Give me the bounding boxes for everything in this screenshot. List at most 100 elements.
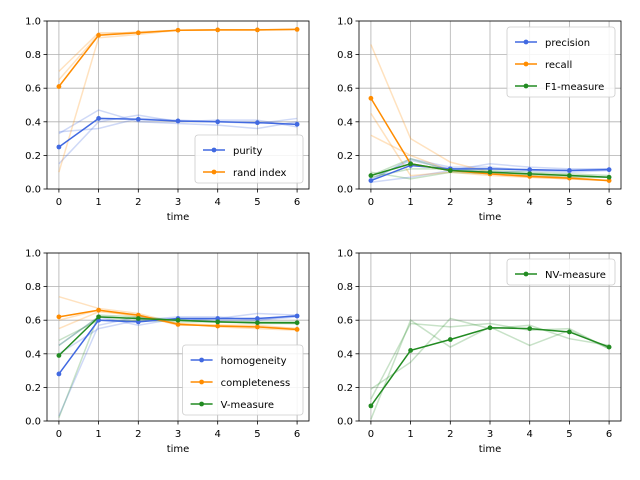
x-tick-label: 5 xyxy=(254,429,260,440)
series-run-line xyxy=(58,109,298,135)
data-point xyxy=(175,27,181,33)
legend-label: V-measure xyxy=(221,400,274,411)
data-point xyxy=(215,319,221,325)
y-tick-label: 0.2 xyxy=(337,151,353,162)
x-tick-label: 1 xyxy=(407,429,413,440)
data-point xyxy=(447,168,453,173)
y-tick-label: 0.8 xyxy=(337,282,353,293)
legend-label: precision xyxy=(545,38,590,49)
legend-box xyxy=(506,258,616,286)
data-point xyxy=(606,167,612,173)
data-point xyxy=(96,116,102,121)
x-tick-label: 5 xyxy=(566,429,572,440)
x-tick-label: 5 xyxy=(254,197,260,208)
legend-swatch-marker xyxy=(523,39,529,45)
x-axis-label: time xyxy=(167,212,190,223)
y-tick-label: 0.6 xyxy=(25,84,41,95)
x-tick-label: 2 xyxy=(135,429,141,440)
data-point xyxy=(368,403,374,409)
data-point xyxy=(254,320,260,326)
y-tick-label: 0.4 xyxy=(25,349,41,360)
data-point xyxy=(215,316,221,321)
data-point xyxy=(135,319,141,325)
data-point xyxy=(294,27,300,32)
data-point xyxy=(96,307,102,313)
x-tick-label: 0 xyxy=(368,197,374,208)
data-point xyxy=(175,118,181,124)
data-point xyxy=(294,320,300,326)
data-point xyxy=(566,168,572,173)
legend-box xyxy=(194,134,304,184)
data-point xyxy=(368,173,374,178)
x-axis-label: time xyxy=(479,444,502,455)
legend-label: recall xyxy=(545,60,572,71)
data-point xyxy=(408,348,414,353)
data-point xyxy=(56,84,62,89)
x-tick-label: 5 xyxy=(566,197,572,208)
x-tick-label: 3 xyxy=(175,429,181,440)
data-point xyxy=(254,27,260,33)
y-tick-label: 0.6 xyxy=(337,316,353,327)
data-point xyxy=(368,95,374,101)
data-point xyxy=(135,30,141,36)
legend: NV-measure xyxy=(506,258,616,286)
x-tick-label: 6 xyxy=(606,429,612,440)
y-tick-label: 1.0 xyxy=(337,249,353,260)
legend-label: rand index xyxy=(233,168,287,179)
y-tick-label: 0.8 xyxy=(25,282,41,293)
data-point xyxy=(527,171,533,177)
y-tick-label: 0.2 xyxy=(337,383,353,394)
series-run-line xyxy=(370,322,610,400)
y-tick-label: 0.4 xyxy=(337,117,353,128)
data-point xyxy=(135,312,141,318)
data-point xyxy=(294,313,300,319)
legend-swatch-marker xyxy=(523,83,529,89)
data-point xyxy=(56,314,62,320)
x-tick-label: 3 xyxy=(487,197,493,208)
y-tick-label: 1.0 xyxy=(25,249,41,260)
chart-panel-4: 0 1 2 3 4 5 6 0.0 0.2 0.4 0.6 0.8 1.0 time NV-measure xyxy=(337,249,622,455)
x-tick-label: 4 xyxy=(527,429,533,440)
data-point xyxy=(215,27,221,33)
chart-panel-2: 0 1 2 3 4 5 6 0.0 0.2 0.4 0.6 0.8 1.0 time precision re… xyxy=(337,17,622,223)
data-point xyxy=(135,316,141,321)
x-tick-label: 0 xyxy=(56,197,62,208)
data-point xyxy=(215,323,221,329)
y-tick-label: 0.4 xyxy=(25,117,41,128)
data-point xyxy=(135,116,141,122)
x-tick-label: 2 xyxy=(447,429,453,440)
data-point xyxy=(527,167,533,173)
data-point xyxy=(56,144,62,150)
y-tick-label: 0.0 xyxy=(25,417,41,428)
legend: precision recall F1-measure xyxy=(506,26,616,98)
chart-panel-1: 0 1 2 3 4 5 6 0.0 0.2 0.4 0.6 0.8 1.0 time purity rand … xyxy=(25,17,310,223)
x-tick-label: 6 xyxy=(294,197,300,208)
y-tick-label: 0.8 xyxy=(25,50,41,61)
x-tick-label: 4 xyxy=(527,197,533,208)
legend-swatch-marker xyxy=(523,61,529,67)
data-point xyxy=(606,344,612,350)
data-point xyxy=(96,314,102,320)
legend-swatch-marker xyxy=(523,271,529,277)
data-point xyxy=(606,174,612,180)
data-point xyxy=(56,353,62,358)
legend-label: homogeneity xyxy=(221,356,287,367)
y-tick-label: 0.8 xyxy=(337,50,353,61)
x-tick-label: 0 xyxy=(368,429,374,440)
x-tick-label: 3 xyxy=(487,429,493,440)
x-tick-label: 1 xyxy=(95,197,101,208)
x-tick-label: 6 xyxy=(294,429,300,440)
x-axis-label: time xyxy=(479,212,502,223)
legend-swatch-marker xyxy=(199,357,205,363)
y-tick-label: 0.4 xyxy=(337,349,353,360)
data-point xyxy=(294,121,300,127)
legend-swatch-marker xyxy=(199,401,205,407)
data-point xyxy=(254,324,260,330)
x-tick-label: 4 xyxy=(215,429,221,440)
data-point xyxy=(175,322,181,327)
legend-label: completeness xyxy=(221,378,291,389)
legend-swatch-marker xyxy=(211,147,217,153)
data-point xyxy=(487,169,493,175)
legend: purity rand index xyxy=(194,134,304,184)
